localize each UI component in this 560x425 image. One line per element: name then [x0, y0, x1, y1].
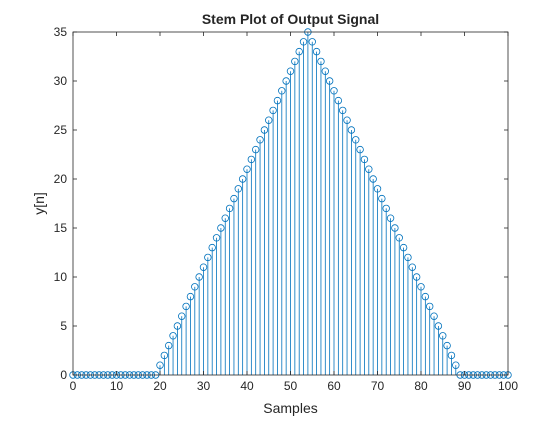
y-tick-label: 30 [54, 74, 68, 88]
y-axis-label: y[n] [31, 192, 47, 215]
x-tick-label: 60 [327, 379, 341, 393]
x-axis-label: Samples [263, 400, 317, 416]
y-tick-label: 15 [54, 221, 68, 235]
x-tick-label: 50 [284, 379, 298, 393]
x-tick-label: 0 [70, 379, 77, 393]
x-tick-label: 100 [498, 379, 518, 393]
x-tick-label: 80 [414, 379, 428, 393]
x-tick-label: 20 [153, 379, 167, 393]
x-tick-label: 30 [197, 379, 211, 393]
y-tick-label: 35 [54, 25, 68, 39]
y-tick-label: 10 [54, 270, 68, 284]
y-tick-label: 20 [54, 172, 68, 186]
chart-title: Stem Plot of Output Signal [202, 11, 379, 27]
y-tick-label: 0 [60, 368, 67, 382]
x-tick-label: 90 [458, 379, 472, 393]
y-tick-label: 5 [60, 319, 67, 333]
x-tick-label: 40 [240, 379, 254, 393]
x-tick-label: 70 [371, 379, 385, 393]
y-tick-label: 25 [54, 123, 68, 137]
x-tick-label: 10 [110, 379, 124, 393]
